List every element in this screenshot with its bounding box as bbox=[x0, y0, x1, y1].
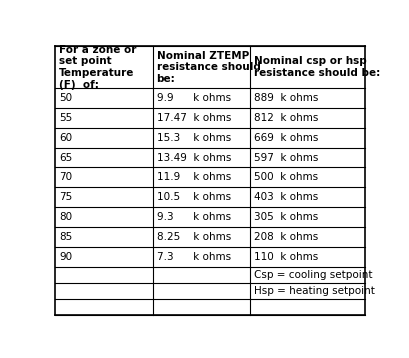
Text: Nominal csp or hsp
resistance should be:: Nominal csp or hsp resistance should be: bbox=[254, 56, 380, 78]
Text: 85: 85 bbox=[59, 232, 72, 242]
Text: 110  k ohms: 110 k ohms bbox=[254, 252, 318, 262]
Text: Nominal ZTEMP
resistance should
be:: Nominal ZTEMP resistance should be: bbox=[156, 50, 260, 84]
Text: Hsp = heating setpoint: Hsp = heating setpoint bbox=[254, 286, 374, 296]
Text: 70: 70 bbox=[59, 173, 72, 183]
Text: 75: 75 bbox=[59, 192, 72, 202]
Text: 8.25    k ohms: 8.25 k ohms bbox=[156, 232, 230, 242]
Text: 305  k ohms: 305 k ohms bbox=[254, 212, 318, 222]
Text: 11.9    k ohms: 11.9 k ohms bbox=[156, 173, 230, 183]
Text: 9.3      k ohms: 9.3 k ohms bbox=[156, 212, 230, 222]
Text: Csp = cooling setpoint: Csp = cooling setpoint bbox=[254, 270, 372, 280]
Text: 9.9      k ohms: 9.9 k ohms bbox=[156, 93, 230, 103]
Text: 208  k ohms: 208 k ohms bbox=[254, 232, 318, 242]
Text: For a zone or
set point
Temperature
(F)  of:: For a zone or set point Temperature (F) … bbox=[59, 45, 136, 90]
Text: 669  k ohms: 669 k ohms bbox=[254, 133, 318, 143]
Text: 15.3    k ohms: 15.3 k ohms bbox=[156, 133, 230, 143]
Text: 90: 90 bbox=[59, 252, 72, 262]
Text: 10.5    k ohms: 10.5 k ohms bbox=[156, 192, 230, 202]
Text: 80: 80 bbox=[59, 212, 72, 222]
Text: 889  k ohms: 889 k ohms bbox=[254, 93, 318, 103]
Text: 50: 50 bbox=[59, 93, 72, 103]
Text: 65: 65 bbox=[59, 153, 72, 163]
Text: 403  k ohms: 403 k ohms bbox=[254, 192, 318, 202]
Text: 13.49  k ohms: 13.49 k ohms bbox=[156, 153, 230, 163]
Text: 812  k ohms: 812 k ohms bbox=[254, 113, 318, 123]
Text: 7.3      k ohms: 7.3 k ohms bbox=[156, 252, 230, 262]
Text: 500  k ohms: 500 k ohms bbox=[254, 173, 318, 183]
Text: 17.47  k ohms: 17.47 k ohms bbox=[156, 113, 230, 123]
Text: 597  k ohms: 597 k ohms bbox=[254, 153, 318, 163]
Text: 60: 60 bbox=[59, 133, 72, 143]
Text: 55: 55 bbox=[59, 113, 72, 123]
